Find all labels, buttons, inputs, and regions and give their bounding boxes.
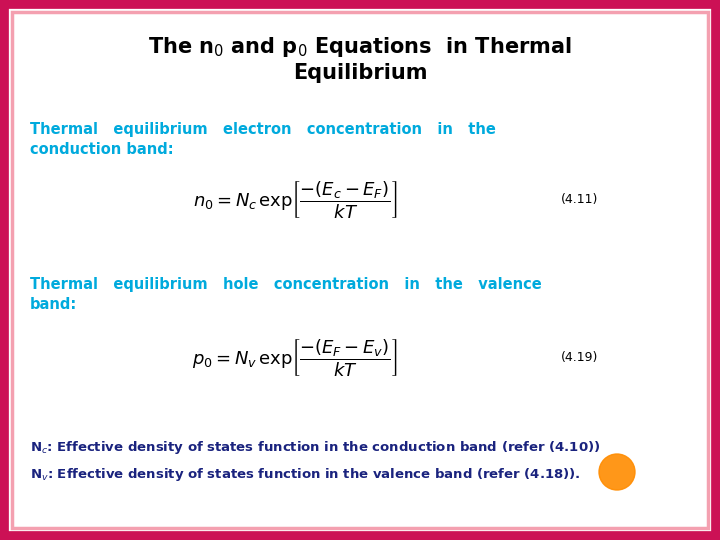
- Text: (4.11): (4.11): [562, 193, 599, 206]
- Text: Thermal   equilibrium   electron   concentration   in   the
conduction band:: Thermal equilibrium electron concentrati…: [30, 122, 496, 157]
- Circle shape: [599, 454, 635, 490]
- Text: (4.19): (4.19): [562, 350, 599, 363]
- Text: N$_c$: Effective density of states function in the conduction band (refer (4.10): N$_c$: Effective density of states funct…: [30, 439, 600, 456]
- FancyBboxPatch shape: [4, 4, 716, 536]
- Text: $p_0 = N_v\,\exp\!\left[\dfrac{-(E_F - E_v)}{kT}\right]$: $p_0 = N_v\,\exp\!\left[\dfrac{-(E_F - E…: [192, 336, 397, 377]
- Text: Thermal   equilibrium   hole   concentration   in   the   valence
band:: Thermal equilibrium hole concentration i…: [30, 277, 541, 312]
- Text: N$_v$: Effective density of states function in the valence band (refer (4.18)).: N$_v$: Effective density of states funct…: [30, 466, 580, 483]
- Text: $n_0 = N_c\,\exp\!\left[\dfrac{-(E_c - E_F)}{kT}\right]$: $n_0 = N_c\,\exp\!\left[\dfrac{-(E_c - E…: [193, 179, 397, 220]
- Text: The n$_0$ and p$_0$ Equations  in Thermal
Equilibrium: The n$_0$ and p$_0$ Equations in Thermal…: [148, 35, 572, 83]
